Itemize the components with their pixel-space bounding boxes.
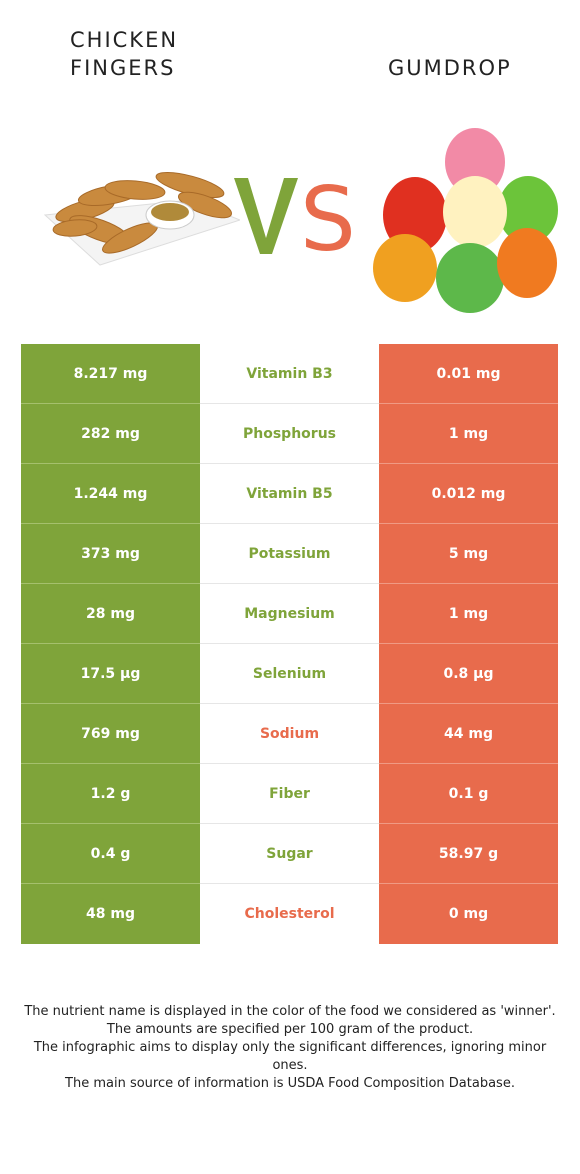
right-food-value: 58.97 g bbox=[379, 824, 558, 884]
table-row: 1.244 mg Vitamin B5 0.012 mg bbox=[21, 464, 558, 524]
left-food-value: 282 mg bbox=[21, 404, 200, 464]
table-row: 0.4 g Sugar 58.97 g bbox=[21, 824, 558, 884]
left-food-value: 8.217 mg bbox=[21, 344, 200, 404]
gumdrop-image bbox=[373, 128, 558, 313]
right-food-value: 5 mg bbox=[379, 524, 558, 584]
footnote: The infographic aims to display only the… bbox=[33, 1040, 547, 1073]
table-row: 769 mg Sodium 44 mg bbox=[21, 704, 558, 764]
left-food-title: CHICKEN FINGERS bbox=[70, 26, 240, 82]
right-food-value: 44 mg bbox=[379, 704, 558, 764]
nutrient-name: Sugar bbox=[200, 824, 379, 884]
right-food-value: 1 mg bbox=[379, 404, 558, 464]
right-food-value: 0 mg bbox=[379, 884, 558, 944]
right-food-title-line: GUMDROP bbox=[388, 56, 512, 80]
table-row: 28 mg Magnesium 1 mg bbox=[21, 584, 558, 644]
nutrient-name: Cholesterol bbox=[200, 884, 379, 944]
table-row: 8.217 mg Vitamin B3 0.01 mg bbox=[21, 344, 558, 404]
left-food-value: 1.2 g bbox=[21, 764, 200, 824]
right-food-value: 0.1 g bbox=[379, 764, 558, 824]
table-row: 17.5 µg Selenium 0.8 µg bbox=[21, 644, 558, 704]
nutrient-name: Vitamin B5 bbox=[200, 464, 379, 524]
left-food-value: 17.5 µg bbox=[21, 644, 200, 704]
right-food-value: 0.012 mg bbox=[379, 464, 558, 524]
table-row: 282 mg Phosphorus 1 mg bbox=[21, 404, 558, 464]
nutrient-name: Potassium bbox=[200, 524, 379, 584]
footnote: The main source of information is USDA F… bbox=[65, 1076, 515, 1091]
nutrient-name: Fiber bbox=[200, 764, 379, 824]
left-food-value: 373 mg bbox=[21, 524, 200, 584]
left-food-value: 769 mg bbox=[21, 704, 200, 764]
table-row: 373 mg Potassium 5 mg bbox=[21, 524, 558, 584]
right-food-value: 1 mg bbox=[379, 584, 558, 644]
vs-s-letter: S bbox=[300, 172, 353, 257]
nutrient-name: Sodium bbox=[200, 704, 379, 764]
left-food-value: 28 mg bbox=[21, 584, 200, 644]
comparison-table: 8.217 mg Vitamin B3 0.01 mg 282 mg Phosphoru… bbox=[21, 344, 558, 944]
nutrient-name: Selenium bbox=[200, 644, 379, 704]
left-food-title-line: CHICKEN bbox=[70, 28, 179, 52]
footnote: The amounts are specified per 100 gram o… bbox=[106, 1022, 474, 1037]
nutrient-name: Magnesium bbox=[200, 584, 379, 644]
right-food-value: 0.01 mg bbox=[379, 344, 558, 404]
nutrient-name: Phosphorus bbox=[200, 404, 379, 464]
footnote: The nutrient name is displayed in the co… bbox=[24, 1004, 556, 1019]
table-row: 1.2 g Fiber 0.1 g bbox=[21, 764, 558, 824]
left-food-title-line: FINGERS bbox=[70, 56, 176, 80]
nutrient-name: Vitamin B3 bbox=[200, 344, 379, 404]
footnotes: The nutrient name is displayed in the co… bbox=[20, 1003, 560, 1093]
table-row: 48 mg Cholesterol 0 mg bbox=[21, 884, 558, 944]
left-food-value: 0.4 g bbox=[21, 824, 200, 884]
right-food-value: 0.8 µg bbox=[379, 644, 558, 704]
right-food-title: GUMDROP bbox=[388, 54, 558, 82]
left-food-value: 48 mg bbox=[21, 884, 200, 944]
vs-v-letter bbox=[234, 178, 298, 254]
left-food-value: 1.244 mg bbox=[21, 464, 200, 524]
vs-graphic: S bbox=[234, 172, 353, 257]
chicken-fingers-image bbox=[43, 171, 240, 266]
